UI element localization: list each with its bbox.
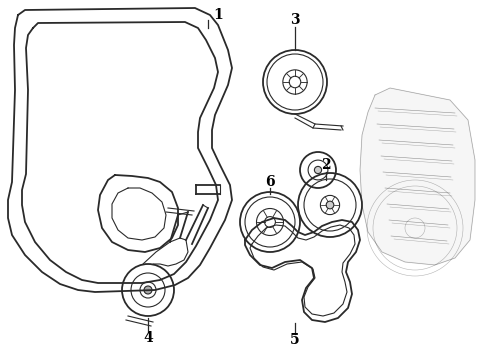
Text: 6: 6 [265,175,275,189]
Text: 1: 1 [213,8,223,22]
Circle shape [144,286,152,294]
Text: 5: 5 [290,333,300,347]
Circle shape [326,201,334,209]
Circle shape [315,166,321,174]
Polygon shape [360,88,475,265]
Text: 2: 2 [321,158,331,172]
Text: 3: 3 [290,13,300,27]
Text: 4: 4 [143,331,153,345]
